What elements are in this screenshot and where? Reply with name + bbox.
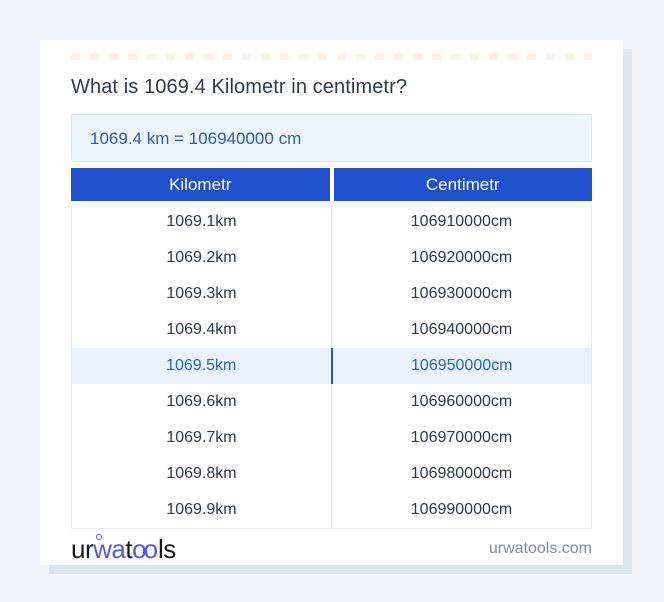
table-row[interactable]: 1069.7km 106970000cm (72, 420, 591, 457)
logo-ring-icon (96, 534, 102, 541)
table-row[interactable]: 1069.8km 106980000cm (72, 456, 591, 493)
logo-part: t (125, 534, 133, 565)
conversion-result-text: 1069.4 km = 106940000 cm (90, 129, 302, 149)
cm-cell[interactable]: 106920000cm (331, 240, 591, 277)
km-cell[interactable]: 1069.4km (166, 321, 237, 339)
km-cell[interactable]: 1069.8km (166, 465, 237, 483)
logo-part: wa (93, 534, 126, 565)
km-cell[interactable]: 1069.6km (166, 393, 237, 411)
table-row[interactable]: 1069.6km 106960000cm (72, 384, 591, 421)
table-row[interactable]: 1069.9km 106990000cm (72, 492, 591, 529)
km-cell[interactable]: 1069.1km (166, 213, 237, 231)
cm-cell[interactable]: 106960000cm (331, 384, 591, 421)
table-header: Kilometr Centimetr (71, 168, 592, 202)
table-row[interactable]: 1069.4km 106940000cm (72, 312, 591, 349)
km-cell[interactable]: 1069.7km (166, 429, 237, 447)
cm-cell[interactable]: 106940000cm (331, 312, 591, 349)
column-header-centimetr: Centimetr (333, 168, 592, 202)
km-cell[interactable]: 1069.3km (166, 285, 237, 303)
urwatools-logo[interactable]: urwatoo ls (71, 534, 176, 565)
conversion-card: What is 1069.4 Kilometr in centimetr? 10… (40, 40, 623, 565)
conversion-result-box: 1069.4 km = 106940000 cm (71, 114, 592, 163)
decorative-dashes (71, 54, 592, 60)
table-row[interactable]: 1069.1km 106910000cm (72, 204, 591, 241)
cm-cell[interactable]: 106970000cm (331, 420, 591, 457)
site-url: urwatools.com (488, 540, 592, 558)
cm-cell[interactable]: 106930000cm (331, 276, 591, 313)
km-cell[interactable]: 1069.5km (166, 357, 237, 375)
logo-part: ur (71, 534, 94, 565)
logo-part: ls (158, 534, 176, 565)
cm-cell[interactable]: 106950000cm (330, 348, 592, 385)
column-header-kilometr: Kilometr (71, 168, 330, 202)
km-cell[interactable]: 1069.9km (166, 501, 237, 519)
table-row[interactable]: 1069.2km 106920000cm (72, 240, 591, 277)
cm-cell[interactable]: 106990000cm (331, 492, 591, 529)
card-footer: urwatoo ls urwatools.com (71, 529, 592, 569)
table-row[interactable]: 1069.5km 106950000cm (72, 348, 592, 385)
cm-cell[interactable]: 106980000cm (331, 456, 591, 493)
page-title: What is 1069.4 Kilometr in centimetr? (71, 76, 408, 98)
cm-cell[interactable]: 106910000cm (331, 204, 591, 241)
logo-part: oo (132, 534, 158, 565)
km-cell[interactable]: 1069.2km (166, 249, 237, 267)
table-row[interactable]: 1069.3km 106930000cm (72, 276, 591, 313)
conversion-table: Kilometr Centimetr 1069.1km 106910000cm … (71, 168, 592, 530)
table-body: 1069.1km 106910000cm 1069.2km 106920000c… (71, 204, 592, 530)
